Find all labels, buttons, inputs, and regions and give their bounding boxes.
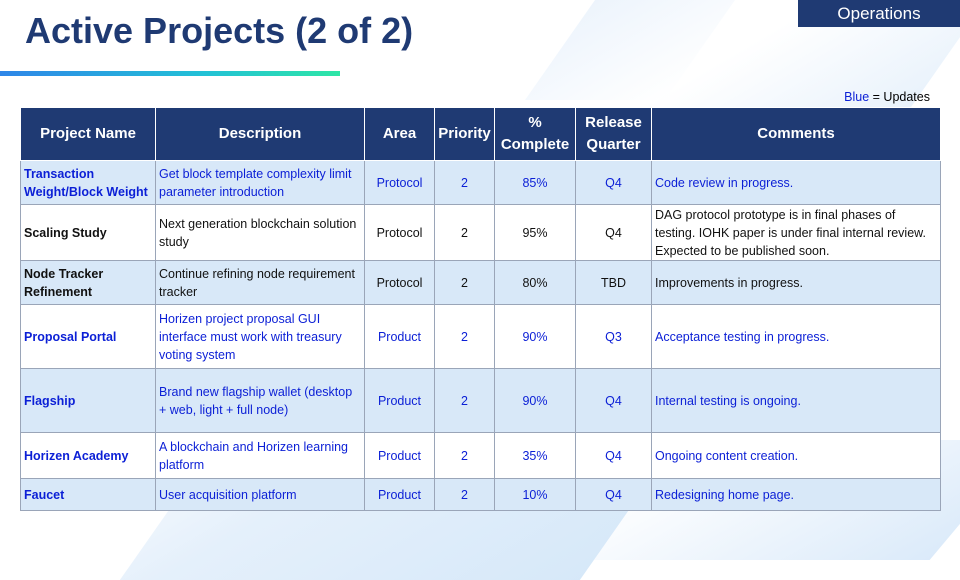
comments-cell: Improvements in progress. — [651, 260, 941, 305]
comments-cell: Acceptance testing in progress. — [651, 304, 941, 369]
description-cell: Horizen project proposal GUI interface m… — [155, 304, 365, 369]
percent-complete-cell: 90% — [494, 304, 576, 369]
release-quarter-cell: Q4 — [575, 160, 652, 205]
table-row: Flagship Brand new flagship wallet (deskt… — [20, 368, 941, 433]
background-decoration — [524, 0, 736, 100]
release-quarter-cell: Q4 — [575, 368, 652, 433]
table-row: Node Tracker Refinement Continue refining… — [20, 260, 941, 305]
priority-cell: 2 — [434, 478, 495, 511]
column-header: Description — [155, 107, 365, 161]
section-tag: Operations — [798, 0, 960, 27]
priority-cell: 2 — [434, 432, 495, 479]
column-header: Priority — [434, 107, 495, 161]
area-cell: Product — [364, 478, 435, 511]
release-quarter-cell: Q4 — [575, 478, 652, 511]
priority-cell: 2 — [434, 260, 495, 305]
project-name-cell: Node Tracker Refinement — [20, 260, 156, 305]
column-header: Comments — [651, 107, 941, 161]
priority-cell: 2 — [434, 304, 495, 369]
table-row: Scaling Study Next generation blockchain … — [20, 204, 941, 261]
table-header-row: Project Name Description Area Priority %… — [20, 107, 941, 161]
description-cell: Next generation blockchain solution stud… — [155, 204, 365, 261]
release-quarter-cell: TBD — [575, 260, 652, 305]
column-header: Release Quarter — [575, 107, 652, 161]
legend: Blue = Updates — [844, 90, 930, 104]
comments-cell: Ongoing content creation. — [651, 432, 941, 479]
table-row: Faucet User acquisition platform Product 2 1… — [20, 478, 941, 511]
priority-cell: 2 — [434, 368, 495, 433]
project-name-cell: Scaling Study — [20, 204, 156, 261]
legend-key: Blue — [844, 90, 870, 104]
project-name-cell: Horizen Academy — [20, 432, 156, 479]
column-header: % Complete — [494, 107, 576, 161]
percent-complete-cell: 80% — [494, 260, 576, 305]
priority-cell: 2 — [434, 160, 495, 205]
comments-cell: Redesigning home page. — [651, 478, 941, 511]
percent-complete-cell: 90% — [494, 368, 576, 433]
project-name-cell: Proposal Portal — [20, 304, 156, 369]
percent-complete-cell: 85% — [494, 160, 576, 205]
percent-complete-cell: 95% — [494, 204, 576, 261]
description-cell: Brand new flagship wallet (desktop + web… — [155, 368, 365, 433]
comments-cell: Code review in progress. — [651, 160, 941, 205]
projects-table: Project Name Description Area Priority %… — [20, 107, 941, 511]
release-quarter-cell: Q4 — [575, 432, 652, 479]
release-quarter-cell: Q4 — [575, 204, 652, 261]
column-header: Area — [364, 107, 435, 161]
title-accent-bar — [0, 71, 340, 76]
legend-text: = Updates — [872, 90, 930, 104]
table-row: Horizen Academy A blockchain and Horizen … — [20, 432, 941, 479]
percent-complete-cell: 10% — [494, 478, 576, 511]
project-name-cell: Faucet — [20, 478, 156, 511]
table-row: Transaction Weight/Block Weight Get block… — [20, 160, 941, 205]
slide-title: Active Projects (2 of 2) — [25, 10, 414, 51]
comments-cell: Internal testing is ongoing. — [651, 368, 941, 433]
area-cell: Product — [364, 304, 435, 369]
description-cell: User acquisition platform — [155, 478, 365, 511]
area-cell: Product — [364, 432, 435, 479]
area-cell: Protocol — [364, 260, 435, 305]
release-quarter-cell: Q3 — [575, 304, 652, 369]
priority-cell: 2 — [434, 204, 495, 261]
area-cell: Protocol — [364, 204, 435, 261]
description-cell: A blockchain and Horizen learning platfo… — [155, 432, 365, 479]
area-cell: Product — [364, 368, 435, 433]
area-cell: Protocol — [364, 160, 435, 205]
table-row: Proposal Portal Horizen project proposal … — [20, 304, 941, 369]
column-header: Project Name — [20, 107, 156, 161]
description-cell: Continue refining node requirement track… — [155, 260, 365, 305]
project-name-cell: Transaction Weight/Block Weight — [20, 160, 156, 205]
description-cell: Get block template complexity limit para… — [155, 160, 365, 205]
comments-cell: DAG protocol prototype is in final phase… — [651, 204, 941, 261]
project-name-cell: Flagship — [20, 368, 156, 433]
percent-complete-cell: 35% — [494, 432, 576, 479]
